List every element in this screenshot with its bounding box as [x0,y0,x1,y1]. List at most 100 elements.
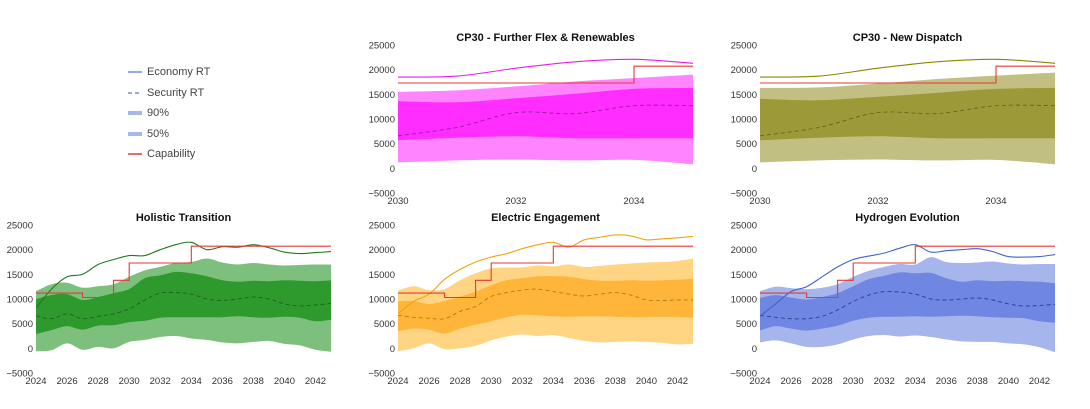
x-tick-label: 2028 [88,376,109,387]
x-tick-label: 2024 [749,376,770,387]
capability-line [398,65,693,84]
y-tick-label: 5000 [374,139,395,150]
chart-title: Holistic Transition [136,212,232,224]
plot-area [760,244,1055,353]
band-50 [36,271,331,334]
chart-title: Electric Engagement [491,212,600,224]
y-tick-label: 0 [752,164,757,175]
y-tick-label: 25000 [369,221,395,232]
x-tick-label: 2038 [605,376,626,387]
x-tick-label: 2034 [181,376,202,387]
y-tick-label: 20000 [731,65,757,76]
x-tick-label: 2042 [305,376,326,387]
x-tick-label: 2032 [505,196,526,207]
chart-panel-3: Electric Engagement −5000 0 5000 10000 15000 2… [368,212,693,387]
x-tick-label: 2032 [867,196,888,207]
y-tick-label: 15000 [731,270,757,281]
y-tick-label: 10000 [7,295,33,306]
legend-label-90: 90% [147,107,170,120]
y-tick-label: 10000 [731,295,757,306]
y-tick-label: 20000 [369,65,395,76]
legend-swatch-security [128,92,142,94]
x-tick-label: 2028 [450,376,471,387]
economy-rt-line [760,244,1055,317]
x-tick-label: 2034 [905,376,926,387]
capability-line [760,65,1055,84]
chart-title: CP30 - Further Flex & Renewables [456,32,635,44]
y-tick-label: −5000 [730,189,757,200]
legend-label-capability: Capability [147,148,196,161]
security-rt-line [398,288,693,320]
x-tick-label: 2040 [274,376,295,387]
y-tick-label: 15000 [369,270,395,281]
legend-item-capability: Capability [128,144,210,165]
x-tick-label: 2036 [936,376,957,387]
x-tick-label: 2042 [667,376,688,387]
chart-title: CP30 - New Dispatch [853,32,963,44]
y-tick-label: 20000 [731,245,757,256]
chart-panel-4: Hydrogen Evolution −5000 0 5000 10000 15000 20… [730,212,1055,387]
y-tick-label: 10000 [731,115,757,126]
x-tick-label: 2024 [387,376,408,387]
x-tick-label: 2042 [1029,376,1050,387]
y-tick-label: 0 [390,164,395,175]
x-tick-label: 2038 [967,376,988,387]
x-tick-label: 2040 [998,376,1019,387]
x-tick-label: 2024 [25,376,46,387]
x-tick-label: 2026 [780,376,801,387]
legend-label-economy: Economy RT [147,66,211,79]
y-tick-label: 0 [28,344,33,355]
x-tick-label: 2030 [119,376,140,387]
legend-swatch-capability [128,153,142,155]
plot-area [760,58,1055,165]
x-tick-label: 2036 [574,376,595,387]
plot-area [36,241,331,352]
security-rt-line [760,104,1055,137]
economy-rt-line [398,58,693,78]
legend-swatch-50 [128,131,142,136]
band-50 [760,87,1055,141]
x-tick-label: 2030 [843,376,864,387]
legend-item-50: 50% [128,124,210,145]
economy-rt-line [36,241,331,309]
chart-panel-1: CP30 - New Dispatch −5000 0 5000 10000 15000 2… [730,32,1055,207]
chart-panel-2: Holistic Transition −5000 0 5000 10000 15000 2… [6,212,331,387]
x-tick-label: 2028 [812,376,833,387]
y-tick-label: 20000 [7,245,33,256]
y-tick-label: −5000 [368,189,395,200]
x-tick-label: 2030 [749,196,770,207]
y-tick-label: 25000 [7,221,33,232]
y-tick-label: −5000 [730,369,757,380]
legend-item-economy: Economy RT [128,62,210,83]
x-tick-label: 2032 [874,376,895,387]
legend-label-50: 50% [147,127,170,140]
legend-label-security: Security RT [147,86,205,99]
security-rt-line [398,104,693,137]
y-tick-label: 15000 [731,90,757,101]
chart-legend: Economy RT Security RT 90% 50% Capabilit… [128,62,210,165]
economy-rt-line [398,234,693,315]
y-tick-label: 15000 [369,90,395,101]
x-tick-label: 2026 [56,376,77,387]
y-tick-label: 10000 [369,115,395,126]
x-tick-label: 2032 [150,376,171,387]
plot-area [398,58,693,165]
y-tick-label: 0 [752,344,757,355]
y-tick-label: 5000 [736,319,757,330]
x-tick-label: 2040 [636,376,657,387]
band-50 [760,272,1055,331]
x-tick-label: 2026 [418,376,439,387]
y-tick-label: 25000 [369,41,395,52]
plot-area [398,234,693,352]
legend-item-security: Security RT [128,83,210,104]
y-tick-label: 5000 [736,139,757,150]
x-tick-label: 2034 [623,196,644,207]
x-tick-label: 2038 [243,376,264,387]
chart-panel-0: CP30 - Further Flex & Renewables −5000 0 50… [368,32,693,207]
band-50 [398,276,693,334]
x-tick-label: 2030 [387,196,408,207]
economy-rt-line [760,58,1055,78]
y-tick-label: 5000 [374,319,395,330]
x-tick-label: 2030 [481,376,502,387]
